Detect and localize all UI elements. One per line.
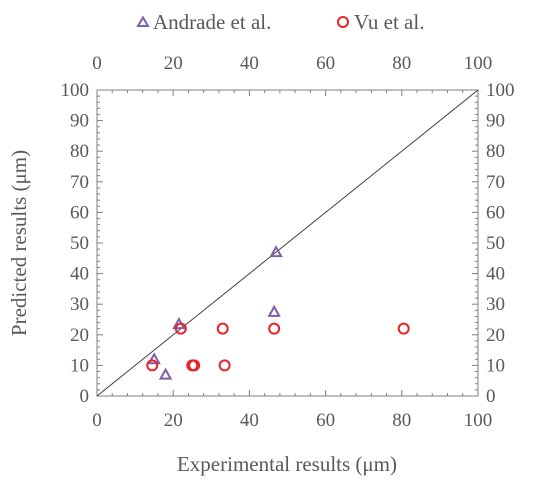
legend-item-1: Vu et al. xyxy=(337,10,424,34)
y-tick-label-left: 50 xyxy=(70,233,89,254)
legend: Andrade et al. Vu et al. xyxy=(136,10,424,34)
y-tick-label-right: 100 xyxy=(486,80,515,101)
x-tick-label-top: 60 xyxy=(316,53,335,74)
y-tick-label-right: 60 xyxy=(486,202,505,223)
legend-marker-triangle xyxy=(136,15,150,27)
x-tick-label-top: 40 xyxy=(240,53,259,74)
y-tick-label-left: 90 xyxy=(70,111,89,132)
data-point-triangle xyxy=(147,352,161,365)
legend-label-0: Andrade et al. xyxy=(153,10,271,34)
y-tick-label-right: 90 xyxy=(486,111,505,132)
legend-label-1: Vu et al. xyxy=(354,10,424,34)
y-tick-label-left: 60 xyxy=(70,202,89,223)
y-tick-label-left: 30 xyxy=(70,294,89,315)
x-axis-title: Experimental results (μm) xyxy=(177,452,397,476)
data-point-circle xyxy=(216,322,229,335)
y-axis-title: Predicted results (μm) xyxy=(7,150,31,336)
x-tick-label-top: 20 xyxy=(164,53,183,74)
y-tick-label-left: 20 xyxy=(70,325,89,346)
y-tick-label-left: 70 xyxy=(70,172,89,193)
data-point-triangle xyxy=(269,245,283,258)
y-tick-label-left: 0 xyxy=(80,386,90,407)
y-tick-label-right: 70 xyxy=(486,172,505,193)
data-point-triangle xyxy=(267,304,281,317)
y-tick-label-right: 50 xyxy=(486,233,505,254)
legend-item-0: Andrade et al. xyxy=(136,10,271,34)
y-tick-label-left: 100 xyxy=(61,80,90,101)
y-tick-label-right: 0 xyxy=(486,386,496,407)
y-tick-label-left: 40 xyxy=(70,264,89,285)
y-tick-label-left: 80 xyxy=(70,141,89,162)
data-point-triangle xyxy=(158,367,173,380)
x-tick-label-bottom: 100 xyxy=(464,410,493,431)
legend-marker-circle xyxy=(337,16,349,28)
x-tick-label-bottom: 60 xyxy=(316,410,335,431)
data-point-circle xyxy=(188,359,201,372)
x-tick-label-bottom: 40 xyxy=(240,410,259,431)
y-tick-label-right: 10 xyxy=(486,355,505,376)
data-point-circle xyxy=(218,359,231,372)
data-point-circle xyxy=(397,322,410,335)
x-tick-label-bottom: 0 xyxy=(92,410,102,431)
reference-line xyxy=(96,89,479,397)
y-tick-label-right: 20 xyxy=(486,325,505,346)
data-point-circle xyxy=(268,322,281,335)
data-point-circle xyxy=(146,359,159,372)
y-tick-label-right: 30 xyxy=(486,294,505,315)
y-tick-label-right: 80 xyxy=(486,141,505,162)
x-tick-label-top: 100 xyxy=(464,53,493,74)
x-tick-label-top: 0 xyxy=(92,53,102,74)
x-tick-label-bottom: 20 xyxy=(164,410,183,431)
x-tick-label-top: 80 xyxy=(392,53,411,74)
x-tick-label-bottom: 80 xyxy=(392,410,411,431)
y-tick-label-left: 10 xyxy=(70,355,89,376)
data-point-circle xyxy=(174,322,187,335)
y-tick-label-right: 40 xyxy=(486,264,505,285)
data-points xyxy=(146,245,410,380)
tick-marks xyxy=(96,89,479,397)
